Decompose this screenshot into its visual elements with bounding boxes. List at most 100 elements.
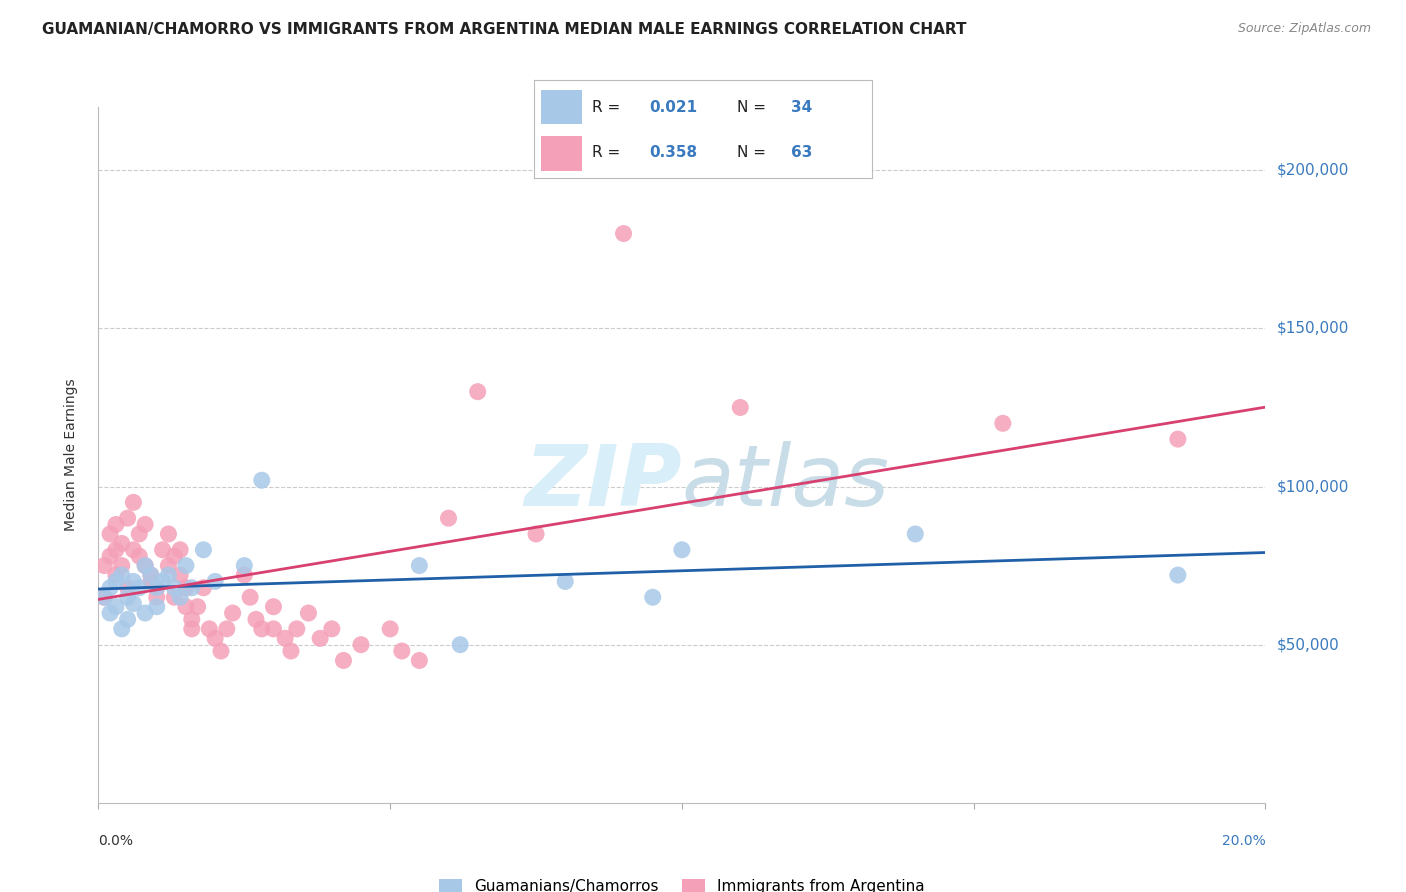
Point (134, 558, 156, 573)
Point (169, 591, 191, 605)
Point (152, 542, 174, 557)
Y-axis label: Median Male Earnings: Median Male Earnings (63, 378, 77, 532)
Point (98, 549, 121, 563)
Point (163, 591, 186, 605)
Point (111, 568, 134, 582)
Point (233, 558, 256, 573)
Point (93, 558, 115, 573)
Point (157, 527, 180, 541)
Text: 0.021: 0.021 (650, 100, 697, 115)
Point (1167, 568, 1189, 582)
Text: $50,000: $50,000 (1277, 637, 1340, 652)
Point (134, 558, 156, 573)
Point (93, 591, 115, 605)
Point (991, 417, 1014, 431)
Text: $100,000: $100,000 (1277, 479, 1348, 494)
Point (169, 568, 191, 582)
Point (728, 401, 751, 415)
Text: Source: ZipAtlas.com: Source: ZipAtlas.com (1237, 22, 1371, 36)
Text: N =: N = (737, 145, 770, 161)
Point (309, 632, 332, 646)
Text: ZIP: ZIP (524, 442, 682, 524)
Text: N =: N = (737, 100, 770, 115)
Point (280, 644, 302, 658)
Point (104, 568, 127, 582)
Point (174, 558, 197, 573)
Point (274, 632, 297, 646)
Text: 20.0%: 20.0% (1222, 833, 1265, 847)
Point (163, 581, 186, 595)
Point (193, 581, 215, 595)
Point (198, 622, 221, 636)
Point (285, 622, 308, 636)
Text: $200,000: $200,000 (1277, 163, 1348, 178)
Point (250, 622, 273, 636)
Point (122, 574, 145, 589)
Point (554, 574, 576, 589)
Point (98, 581, 121, 595)
Point (139, 574, 162, 589)
Point (117, 612, 139, 626)
Point (262, 622, 284, 636)
Point (174, 581, 197, 595)
Point (904, 527, 927, 541)
Point (111, 536, 134, 550)
Point (122, 597, 145, 611)
Text: R =: R = (592, 145, 624, 161)
Point (128, 581, 150, 595)
Point (297, 606, 319, 620)
Text: atlas: atlas (682, 442, 890, 524)
Point (104, 574, 127, 589)
Point (157, 568, 180, 582)
Point (122, 495, 145, 509)
Text: 0.0%: 0.0% (98, 833, 134, 847)
Point (612, 227, 634, 241)
Point (122, 542, 145, 557)
Point (157, 558, 180, 573)
Point (209, 644, 232, 658)
Point (1167, 432, 1189, 446)
Point (98, 606, 121, 620)
Text: R =: R = (592, 100, 624, 115)
Point (332, 653, 354, 667)
Text: $150,000: $150,000 (1277, 321, 1348, 336)
Point (467, 384, 489, 399)
Point (104, 517, 127, 532)
Text: 34: 34 (790, 100, 813, 115)
Point (146, 581, 169, 595)
Point (98, 527, 121, 541)
Text: GUAMANIAN/CHAMORRO VS IMMIGRANTS FROM ARGENTINA MEDIAN MALE EARNINGS CORRELATION: GUAMANIAN/CHAMORRO VS IMMIGRANTS FROM AR… (42, 22, 967, 37)
Point (408, 653, 430, 667)
Point (152, 574, 174, 589)
Point (139, 568, 162, 582)
Point (245, 612, 267, 626)
Point (321, 622, 343, 636)
Point (378, 622, 402, 636)
Point (146, 599, 169, 614)
Point (128, 549, 150, 563)
Point (524, 527, 547, 541)
Point (391, 644, 413, 658)
Point (437, 511, 460, 525)
Point (408, 558, 430, 573)
Point (641, 591, 664, 605)
Point (180, 612, 202, 626)
Point (193, 542, 215, 557)
Point (128, 527, 150, 541)
Point (233, 568, 256, 582)
Point (215, 622, 238, 636)
Point (117, 581, 139, 595)
Point (250, 473, 273, 487)
Point (671, 542, 693, 557)
Point (139, 568, 162, 582)
Point (146, 581, 169, 595)
Text: 0.358: 0.358 (650, 145, 697, 161)
Bar (541, 136, 582, 170)
Point (146, 591, 169, 605)
Point (117, 511, 139, 525)
Point (134, 517, 156, 532)
Point (163, 549, 186, 563)
Point (111, 558, 134, 573)
Point (239, 591, 262, 605)
Point (180, 581, 202, 595)
